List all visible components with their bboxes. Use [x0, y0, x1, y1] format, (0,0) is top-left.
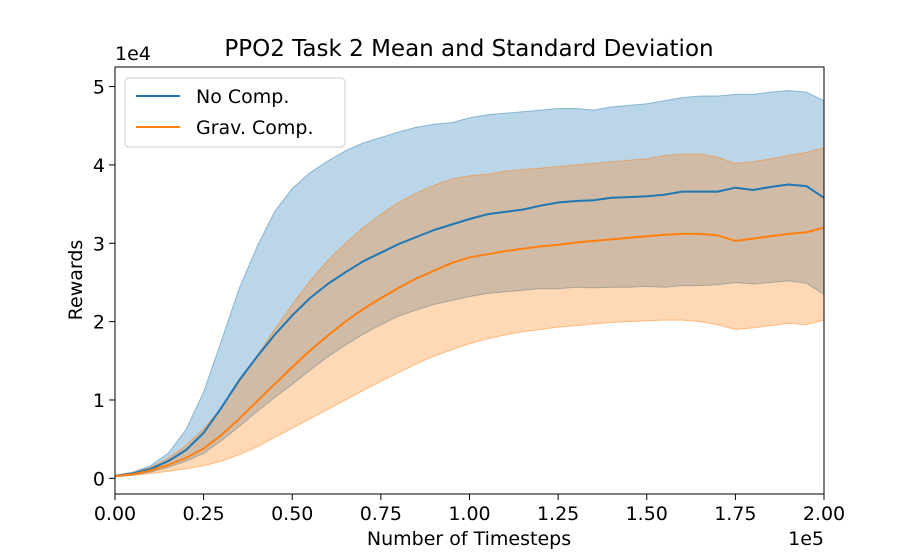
y-axis-label: Rewards [65, 240, 87, 321]
x-tick-label: 0.25 [182, 503, 224, 525]
y-tick-label: 1 [93, 390, 105, 412]
x-tick-label: 1.25 [537, 503, 579, 525]
x-tick-label: 0.75 [360, 503, 402, 525]
x-tick-label: 1.75 [714, 503, 756, 525]
x-tick-label: 0.50 [271, 503, 313, 525]
y-tick-label: 3 [93, 233, 105, 255]
x-tick-label: 1.00 [448, 503, 490, 525]
y-axis: 0 1 2 3 4 5 [93, 77, 115, 490]
mean-line-no-comp [114, 183, 825, 477]
y-tick-label: 0 [93, 468, 105, 490]
chart-title: PPO2 Task 2 Mean and Standard Deviation [224, 36, 713, 62]
x-tick-label: 0.00 [94, 503, 136, 525]
legend: No Comp. Grav. Comp. [124, 77, 346, 148]
mean-line-grav-comp [114, 226, 825, 477]
x-axis-offset-label: 1e5 [788, 528, 824, 550]
y-axis-offset-label: 1e4 [115, 43, 151, 65]
y-tick-label: 2 [93, 312, 105, 334]
y-tick-label: 4 [93, 155, 105, 177]
legend-label-no-comp: No Comp. [196, 86, 289, 108]
x-tick-label: 2.00 [803, 503, 845, 525]
legend-label-grav-comp: Grav. Comp. [196, 117, 314, 139]
x-axis: 0.00 0.25 0.50 0.75 1.00 1.25 1.50 1.75 2.00 [94, 494, 845, 525]
x-axis-label: Number of Timesteps [367, 528, 571, 550]
y-tick-label: 5 [93, 77, 105, 99]
x-tick-label: 1.50 [626, 503, 668, 525]
